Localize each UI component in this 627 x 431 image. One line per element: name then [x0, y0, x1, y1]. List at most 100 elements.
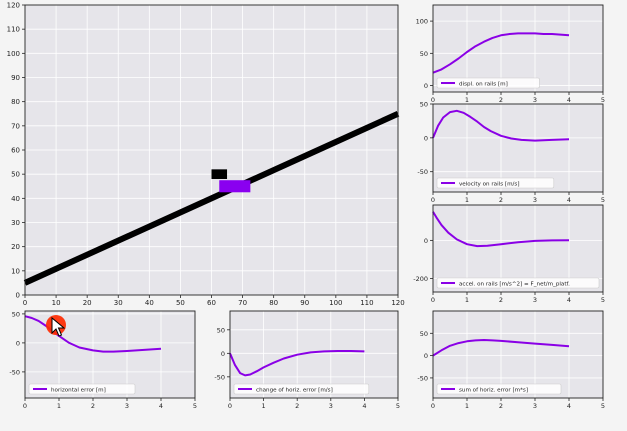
x-tick-label: 40 [145, 299, 154, 307]
x-tick-label: 5 [601, 296, 605, 304]
legend: sum of horiz. error [m*s] [436, 383, 562, 395]
y-tick-label: 120 [7, 2, 20, 10]
x-tick-label: 120 [391, 299, 404, 307]
y-tick-label: 40 [11, 195, 20, 203]
legend-box [436, 77, 540, 89]
x-tick-label: 4 [567, 296, 571, 304]
plot-area [433, 104, 603, 192]
legend-box [436, 383, 562, 395]
x-tick-label: 110 [360, 299, 373, 307]
y-tick-label: -200 [413, 275, 428, 283]
cart-block [219, 180, 251, 193]
x-tick-label: 1 [262, 402, 266, 410]
series-line [432, 109, 570, 142]
legend: displ. on rails [m] [436, 77, 540, 89]
x-tick-label: 50 [176, 299, 185, 307]
y-tick-label: -50 [9, 368, 20, 376]
legend-label: horizontal error [m] [51, 388, 106, 394]
plot-area [230, 311, 398, 398]
x-tick-label: 0 [228, 402, 232, 410]
y-tick-label: 60 [11, 147, 20, 155]
axes-frame [229, 310, 399, 399]
legend-label: change of horiz. error [m/s] [256, 388, 333, 394]
x-tick-label: 3 [329, 402, 333, 410]
y-tick-label: 0 [221, 350, 225, 358]
x-tick-label: 5 [193, 402, 197, 410]
y-tick-label: -50 [214, 373, 225, 381]
x-tick-label: 1 [465, 402, 469, 410]
x-tick-label: 10 [52, 299, 61, 307]
legend-box [436, 277, 600, 289]
y-tick-label: 0 [16, 292, 20, 300]
x-tick-label: 0 [431, 96, 435, 104]
x-tick-label: 80 [269, 299, 278, 307]
axes-frame [24, 310, 196, 399]
legend-label: velocity on rails [m/s] [459, 182, 520, 188]
x-tick-label: 5 [601, 96, 605, 104]
click-marker [46, 315, 66, 337]
axes-velocity: 0 1 2 3 4 5 -50 0 50 velocity on rails [m/s] [417, 101, 605, 205]
y-tick-label: 0 [16, 339, 20, 347]
axes-frame [432, 310, 604, 399]
load-block [211, 169, 228, 179]
x-tick-label: 3 [533, 296, 537, 304]
y-tick-label: 50 [12, 310, 20, 318]
x-tick-label: 100 [329, 299, 342, 307]
series-line [24, 315, 162, 353]
series-line [432, 339, 570, 357]
legend: velocity on rails [m/s] [436, 177, 555, 189]
y-tick-label: 50 [420, 50, 428, 58]
x-tick-label: 20 [83, 299, 92, 307]
x-tick-label: 4 [567, 96, 571, 104]
y-tick-label: 50 [420, 330, 428, 338]
axes-frame [432, 103, 604, 193]
x-tick-label: 4 [159, 402, 163, 410]
legend: horizontal error [m] [28, 383, 136, 395]
y-tick-label: -50 [417, 374, 428, 382]
x-tick-label: 90 [300, 299, 309, 307]
y-tick-label: 50 [420, 101, 428, 109]
x-tick-label: 1 [465, 296, 469, 304]
axes-frame [432, 4, 604, 93]
plot-area [433, 5, 603, 92]
axes-accel: 0 1 2 3 4 5 -200 0 accel. on rails [m/s^2] = F_n… [413, 204, 605, 304]
cursor-icon [51, 316, 66, 337]
x-tick-label: 5 [396, 402, 400, 410]
y-tick-label: 0 [424, 134, 428, 142]
y-tick-label: 110 [7, 26, 20, 34]
y-tick-label: 90 [11, 74, 20, 82]
series-line [432, 211, 570, 248]
y-tick-label: 0 [424, 237, 428, 245]
y-tick-label: -50 [417, 168, 428, 176]
x-tick-label: 4 [362, 402, 366, 410]
plot-area [433, 205, 603, 292]
legend-box [233, 383, 370, 395]
x-tick-label: 4 [567, 196, 571, 204]
x-tick-label: 0 [431, 402, 435, 410]
x-tick-label: 3 [533, 96, 537, 104]
axes-layer: 0 10 20 30 40 50 60 70 80 90 100 110 120010203040506… [7, 2, 605, 411]
x-tick-label: 3 [125, 402, 129, 410]
x-tick-label: 5 [601, 402, 605, 410]
x-tick-label: 1 [465, 196, 469, 204]
x-tick-label: 0 [23, 299, 27, 307]
axes-sum_err: 0 1 2 3 4 5 -50 0 50 sum of horiz. error [m*s] [417, 310, 605, 410]
y-tick-label: 100 [416, 18, 428, 26]
y-tick-label: 0 [424, 82, 428, 90]
x-tick-label: 1 [57, 402, 61, 410]
legend: accel. on rails [m/s^2] = F_net/m_platf. [436, 277, 600, 289]
x-tick-label: 2 [295, 402, 299, 410]
y-tick-label: 30 [11, 219, 20, 227]
axes-frame [432, 204, 604, 293]
rail-line [23, 111, 400, 286]
legend-box [436, 177, 555, 189]
x-tick-label: 3 [533, 196, 537, 204]
legend-label: sum of horiz. error [m*s] [459, 388, 528, 394]
x-tick-label: 0 [431, 196, 435, 204]
x-tick-label: 2 [499, 96, 503, 104]
axes-frame [24, 4, 399, 296]
axes-horiz_err: 0 1 2 3 4 5 -50 0 50 horizontal error [m] [9, 310, 197, 410]
axes-main: 0 10 20 30 40 50 60 70 80 90 100 110 120 0 10 20 30 40 50 6… [7, 2, 405, 308]
